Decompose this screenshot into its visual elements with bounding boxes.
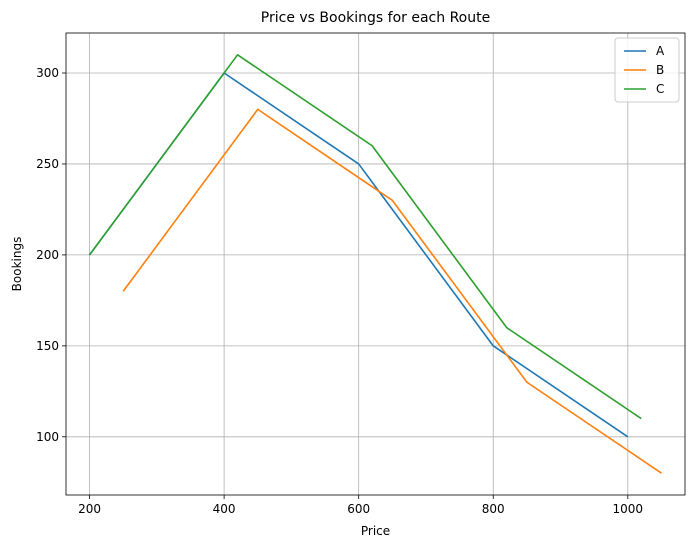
- series-layer: [88, 54, 662, 474]
- plot-frame: [65, 32, 686, 496]
- x-tick-label: 200: [78, 502, 101, 516]
- series-line-c: [88, 54, 642, 420]
- x-axis-label: Price: [361, 524, 390, 538]
- legend-box: [614, 37, 680, 103]
- y-tick-label: 250: [36, 157, 59, 171]
- y-tick-label: 200: [36, 248, 59, 262]
- x-tick-label: 800: [482, 502, 505, 516]
- y-tick-label: 100: [36, 430, 59, 444]
- x-tick-label: 600: [347, 502, 370, 516]
- tick-layer: 200 400 600 800 1000 100 150 200 250 300: [36, 66, 643, 516]
- y-axis-label: Bookings: [10, 237, 24, 292]
- series-line-b: [122, 108, 662, 474]
- legend-label-c: C: [656, 82, 664, 96]
- x-tick-label: 400: [213, 502, 236, 516]
- y-tick-label: 300: [36, 66, 59, 80]
- legend-label-b: B: [656, 63, 664, 77]
- grid-layer: [66, 33, 685, 495]
- legend: ABC: [614, 37, 680, 103]
- legend-label-a: A: [656, 44, 665, 58]
- x-tick-label: 1000: [613, 502, 644, 516]
- y-tick-label: 150: [36, 339, 59, 353]
- chart-title: Price vs Bookings for each Route: [261, 10, 490, 26]
